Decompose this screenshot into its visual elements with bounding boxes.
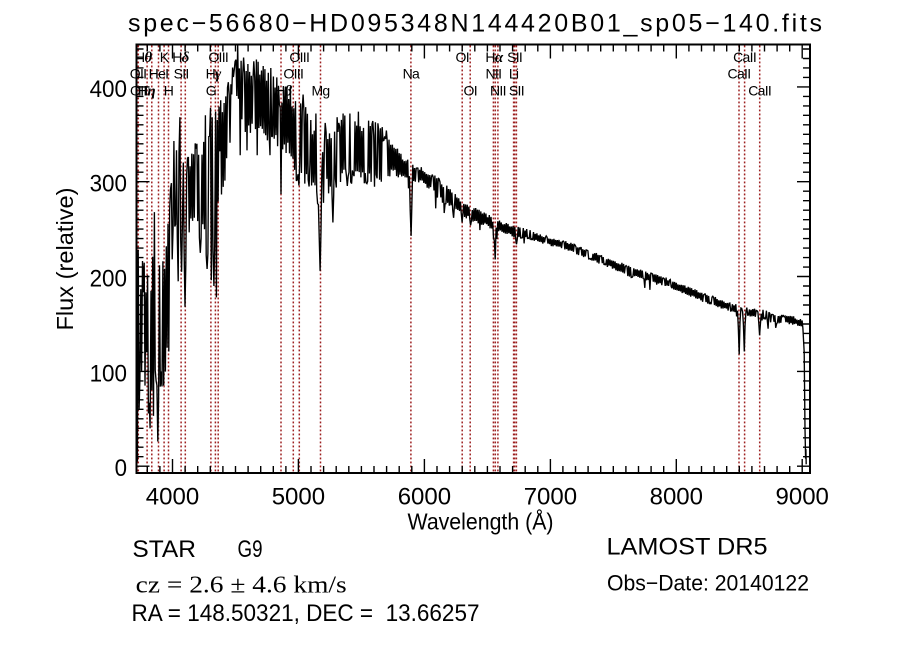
svg-text:300: 300 xyxy=(90,171,127,198)
svg-text:8000: 8000 xyxy=(650,484,703,511)
svg-text:OII: OII xyxy=(130,66,147,82)
svg-text:6000: 6000 xyxy=(398,484,451,511)
svg-text:K: K xyxy=(160,49,170,65)
svg-text:G9: G9 xyxy=(238,536,263,563)
svg-text:NII: NII xyxy=(490,83,506,99)
svg-text:OI: OI xyxy=(456,49,469,65)
svg-text:OIII: OIII xyxy=(283,66,303,82)
svg-text:HeI: HeI xyxy=(149,66,169,82)
svg-text:Hβ: Hβ xyxy=(275,83,292,100)
svg-text:Hη: Hη xyxy=(138,83,156,100)
svg-text:CaII: CaII xyxy=(728,66,751,82)
svg-text:Na: Na xyxy=(403,66,420,82)
svg-text:Hγ: Hγ xyxy=(206,66,222,83)
svg-text:SII: SII xyxy=(509,83,524,99)
svg-text:OI: OI xyxy=(464,83,477,99)
svg-text:SII: SII xyxy=(507,49,522,65)
svg-text:0: 0 xyxy=(115,455,127,482)
svg-text:H: H xyxy=(164,83,173,99)
svg-text:5000: 5000 xyxy=(272,484,325,511)
svg-text:SII: SII xyxy=(174,66,189,82)
svg-text:LAMOST DR5: LAMOST DR5 xyxy=(607,534,768,561)
svg-text:Hα: Hα xyxy=(485,49,503,66)
svg-text:CaII: CaII xyxy=(733,49,756,65)
svg-text:STAR: STAR xyxy=(132,536,196,563)
svg-text:OIII: OIII xyxy=(208,49,228,65)
svg-text:200: 200 xyxy=(90,266,127,293)
svg-text:NII: NII xyxy=(486,66,502,82)
svg-text:Hθ: Hθ xyxy=(135,49,152,66)
svg-text:400: 400 xyxy=(90,76,127,103)
svg-text:Obs−Date: 20140122: Obs−Date: 20140122 xyxy=(607,571,809,596)
svg-text:Li: Li xyxy=(509,66,519,82)
svg-text:Mg: Mg xyxy=(311,83,329,99)
svg-text:4000: 4000 xyxy=(146,484,199,511)
svg-text:Flux (relative): Flux (relative) xyxy=(52,188,78,331)
svg-text:100: 100 xyxy=(90,360,127,387)
svg-text:RA = 148.50321, DEC = 13.6625: RA = 148.50321, DEC = 13.66257 xyxy=(132,600,480,627)
svg-text:cz = 2.6 ± 4.6 km/s: cz = 2.6 ± 4.6 km/s xyxy=(136,573,347,599)
svg-text:Hδ: Hδ xyxy=(172,49,189,66)
svg-text:spec−56680−HD095348N144420B01_: spec−56680−HD095348N144420B01_sp05−140.f… xyxy=(128,10,822,38)
svg-text:9000: 9000 xyxy=(776,484,829,511)
svg-text:CaII: CaII xyxy=(748,83,771,99)
svg-text:OII: OII xyxy=(130,83,147,99)
svg-text:G: G xyxy=(206,83,216,99)
svg-text:Wavelength (Å): Wavelength (Å) xyxy=(408,508,554,535)
svg-text:OIII: OIII xyxy=(289,49,309,65)
svg-text:7000: 7000 xyxy=(524,484,577,511)
